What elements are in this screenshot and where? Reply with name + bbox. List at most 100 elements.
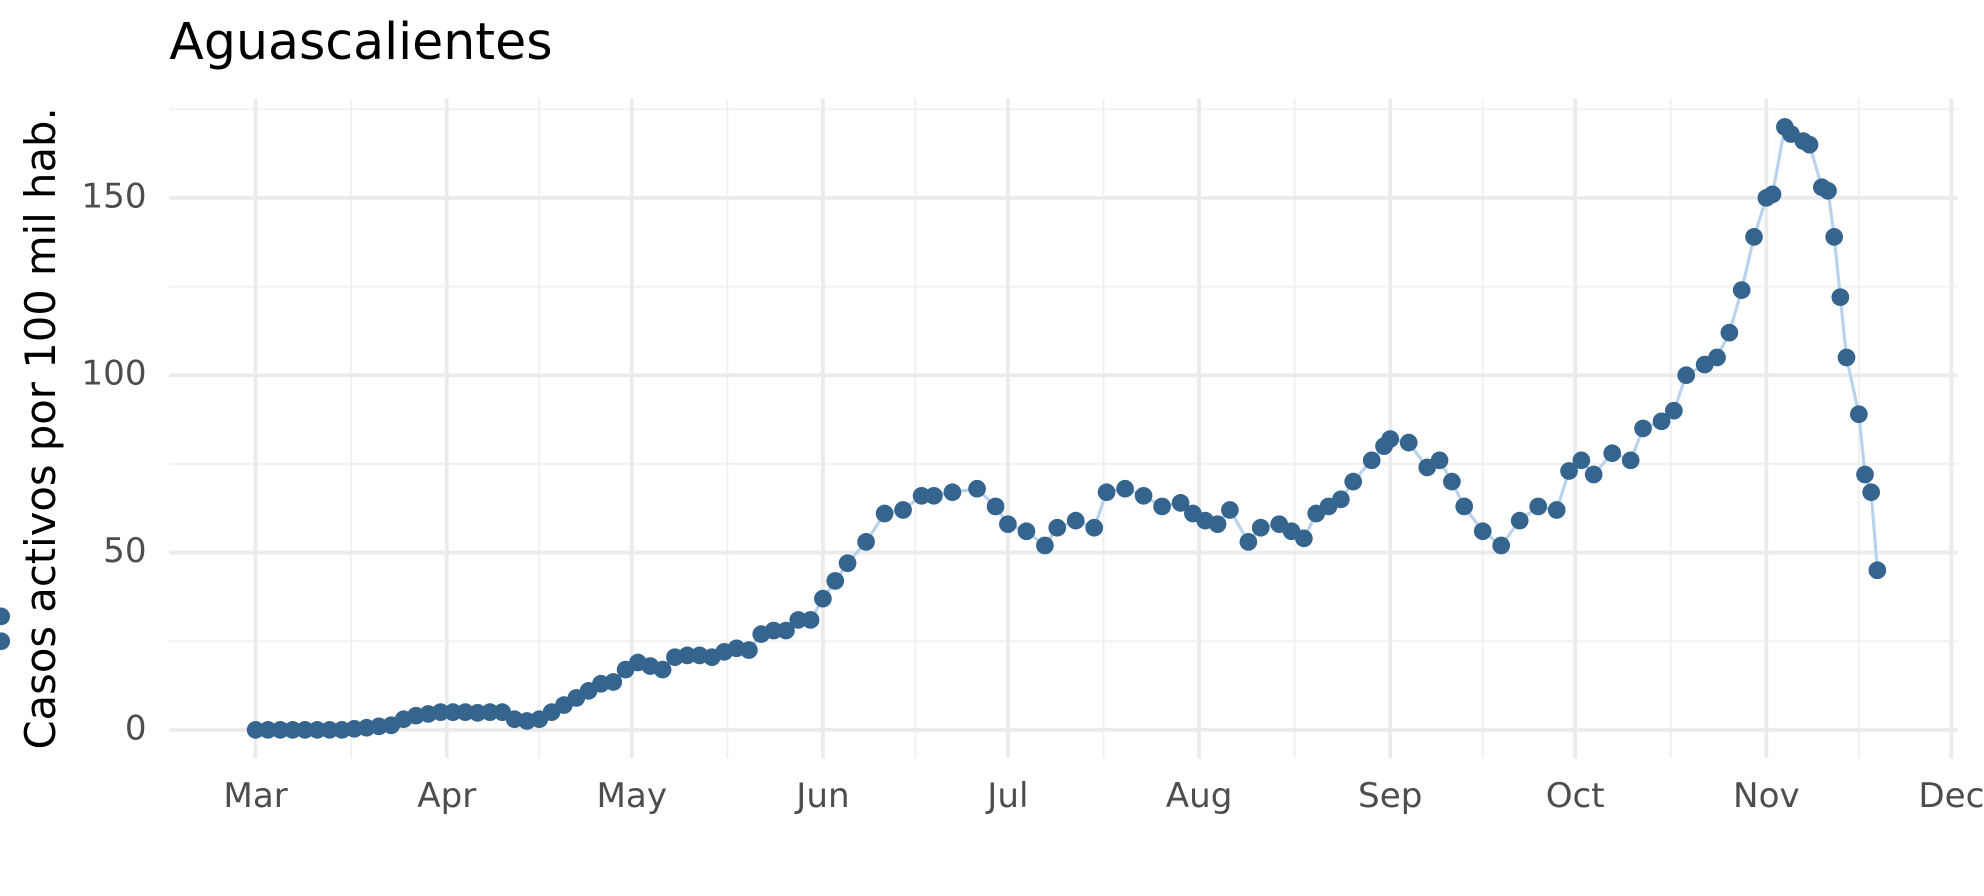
point [875, 504, 894, 523]
x-tick-label: Jul [985, 776, 1028, 816]
point [0, 632, 11, 651]
point [1547, 501, 1566, 519]
point [1048, 518, 1067, 537]
point [1584, 465, 1603, 484]
point [1831, 288, 1850, 307]
point [0, 607, 11, 626]
point [1529, 497, 1548, 516]
point [1819, 181, 1837, 200]
point [246, 721, 265, 739]
point [1856, 465, 1874, 484]
point [838, 554, 857, 573]
point [1572, 451, 1591, 470]
point [777, 621, 795, 640]
point [1399, 433, 1418, 452]
y-axis-label: Casos activos por 100 mil hab. [16, 107, 65, 749]
x-tick-label: Aug [1166, 776, 1233, 816]
point [925, 486, 943, 505]
point [604, 673, 623, 691]
point [1344, 472, 1363, 491]
point [986, 497, 1005, 516]
x-tick-label: Apr [417, 776, 477, 816]
point [296, 721, 314, 739]
point [678, 646, 697, 665]
point [1362, 451, 1381, 470]
point [1066, 511, 1085, 530]
point [308, 721, 327, 739]
x-tick-label: Dec [1918, 776, 1984, 816]
point [1455, 497, 1474, 516]
point [320, 721, 339, 739]
point [894, 501, 912, 519]
point [1745, 228, 1763, 246]
line [255, 123, 1879, 732]
chart-title: Aguascalientes [169, 12, 552, 71]
point [1116, 479, 1134, 498]
point [1097, 483, 1116, 502]
point [1510, 511, 1529, 530]
point [1239, 533, 1258, 551]
point [271, 721, 290, 739]
point [1732, 281, 1751, 299]
point [1665, 401, 1683, 420]
x-tick-label: Mar [223, 776, 288, 816]
point [1763, 185, 1782, 204]
point [968, 479, 986, 498]
point [1603, 444, 1622, 463]
point [1332, 490, 1350, 509]
point [1868, 561, 1887, 580]
point [943, 483, 962, 502]
point [481, 703, 499, 721]
point [740, 641, 758, 659]
y-tick-label: 100 [81, 354, 146, 394]
point [1677, 366, 1696, 385]
point [1153, 497, 1171, 516]
point [764, 621, 783, 640]
point [999, 515, 1017, 534]
point [1708, 348, 1726, 367]
point [1295, 529, 1313, 548]
x-tick-label: Oct [1546, 776, 1605, 816]
point [1443, 472, 1461, 491]
point [431, 703, 450, 721]
point [1862, 483, 1881, 502]
point [826, 572, 845, 590]
point [1171, 494, 1190, 512]
point [1492, 536, 1511, 555]
point [857, 533, 875, 551]
x-tick-label: Nov [1733, 776, 1800, 816]
point [1560, 462, 1578, 480]
point [1085, 518, 1104, 537]
point [1621, 451, 1640, 470]
point [653, 660, 672, 679]
point [1652, 412, 1671, 431]
point [789, 611, 808, 629]
y-tick-label: 50 [103, 531, 146, 571]
point [444, 703, 462, 721]
x-tick-label: May [596, 776, 667, 816]
x-tick-label: Sep [1358, 776, 1422, 816]
point [1825, 228, 1844, 246]
point [1850, 405, 1868, 424]
point [1634, 419, 1652, 438]
point [1837, 348, 1856, 367]
point [1208, 515, 1227, 534]
point [1800, 135, 1819, 154]
y-tick-label: 150 [81, 176, 146, 216]
point [814, 589, 832, 608]
point [1134, 486, 1153, 505]
x-tick-label: Jun [794, 776, 849, 816]
point [283, 721, 302, 739]
point [1017, 522, 1036, 541]
point [801, 611, 820, 629]
y-tick-label: 0 [125, 708, 147, 748]
point [1036, 536, 1054, 555]
point [259, 721, 277, 739]
point [912, 486, 931, 505]
point [1221, 501, 1239, 519]
point [1381, 430, 1400, 448]
point [1473, 522, 1492, 541]
point [1251, 518, 1270, 537]
point [1720, 323, 1739, 342]
